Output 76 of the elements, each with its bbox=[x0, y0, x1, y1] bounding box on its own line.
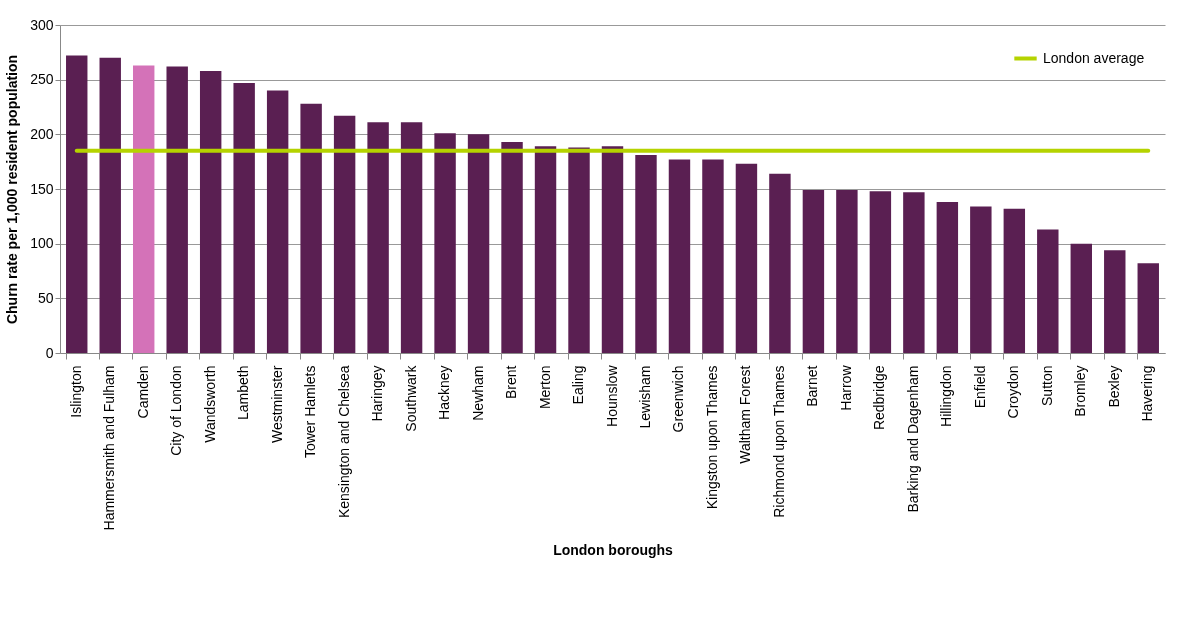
bar bbox=[233, 82, 255, 353]
x-tick-label: Haringey bbox=[369, 365, 386, 422]
x-tick-label: Lambeth bbox=[235, 365, 252, 420]
x-tick-label: Kingston upon Thames bbox=[703, 365, 720, 510]
x-tick-label: Enfield bbox=[971, 365, 988, 409]
x-tick-label: Bexley bbox=[1105, 365, 1122, 408]
y-tick-label: 50 bbox=[37, 289, 54, 306]
bar bbox=[936, 202, 959, 353]
bar bbox=[836, 190, 858, 353]
legend-label: London average bbox=[1043, 49, 1145, 66]
x-tick-label: Richmond upon Thames bbox=[770, 365, 787, 518]
bar bbox=[133, 65, 155, 353]
x-tick-label: Greenwich bbox=[670, 365, 687, 433]
bar bbox=[735, 163, 758, 353]
y-axis-title: Churn rate per 1,000 resident population bbox=[4, 54, 21, 325]
bar bbox=[1003, 208, 1026, 353]
bar bbox=[501, 141, 523, 353]
bar bbox=[400, 122, 423, 353]
x-tick-label: Sutton bbox=[1038, 365, 1055, 406]
bar bbox=[970, 206, 992, 353]
bar bbox=[702, 159, 724, 353]
x-tick-label: Westminster bbox=[268, 365, 285, 444]
bar bbox=[66, 55, 88, 353]
bar bbox=[1037, 229, 1059, 353]
x-tick-label: Wandsworth bbox=[201, 365, 218, 443]
x-tick-label: Camden bbox=[134, 365, 151, 419]
x-tick-label: Tower Hamlets bbox=[302, 365, 319, 459]
x-tick-label: Lewisham bbox=[636, 365, 653, 429]
y-tick-label: 150 bbox=[30, 180, 54, 197]
x-tick-label: Bromley bbox=[1072, 365, 1089, 417]
bar bbox=[903, 192, 925, 353]
bar bbox=[635, 155, 657, 353]
x-tick-label: Merton bbox=[536, 365, 553, 410]
bar bbox=[99, 57, 121, 353]
x-tick-label: Barking and Dagenham bbox=[904, 365, 921, 513]
y-tick-label: 250 bbox=[30, 71, 54, 88]
bar bbox=[601, 146, 624, 353]
bar bbox=[166, 66, 188, 353]
bar bbox=[668, 159, 691, 353]
bar bbox=[769, 173, 791, 353]
bar bbox=[802, 190, 825, 353]
bar bbox=[266, 90, 289, 353]
bar bbox=[367, 122, 389, 353]
x-tick-label: Redbridge bbox=[871, 365, 888, 431]
y-tick-label: 0 bbox=[45, 344, 54, 361]
x-tick-label: Hillingdon bbox=[938, 365, 955, 427]
bar bbox=[869, 191, 892, 353]
bar bbox=[333, 115, 356, 353]
x-tick-label: Barnet bbox=[804, 365, 821, 407]
y-tick-label: 300 bbox=[30, 16, 54, 33]
bar bbox=[1137, 263, 1159, 353]
x-tick-label: Newham bbox=[469, 365, 486, 421]
x-tick-label: Islington bbox=[67, 365, 84, 418]
bar bbox=[300, 103, 322, 353]
x-tick-label: Hammersmith and Fulham bbox=[101, 365, 118, 531]
bar bbox=[434, 133, 456, 353]
x-tick-label: Hackney bbox=[436, 365, 453, 420]
bar bbox=[1070, 243, 1092, 353]
bar bbox=[1104, 250, 1126, 353]
x-tick-label: Kensington and Chelsea bbox=[335, 365, 352, 519]
x-tick-label: City of London bbox=[168, 365, 185, 456]
bar bbox=[467, 134, 490, 353]
bar bbox=[568, 147, 590, 353]
x-tick-label: Hounslow bbox=[603, 364, 620, 427]
y-tick-label: 100 bbox=[30, 235, 54, 252]
x-tick-label: Southwark bbox=[402, 364, 419, 432]
bar bbox=[199, 70, 222, 353]
x-axis-title: London boroughs bbox=[553, 542, 674, 559]
x-tick-label: Waltham Forest bbox=[737, 365, 754, 464]
x-tick-label: Croydon bbox=[1005, 365, 1022, 419]
x-tick-label: Harrow bbox=[837, 364, 854, 411]
bar bbox=[534, 146, 557, 353]
x-tick-label: Brent bbox=[503, 365, 520, 399]
y-tick-label: 200 bbox=[30, 125, 54, 142]
x-tick-label: Havering bbox=[1139, 365, 1156, 422]
x-tick-label: Ealing bbox=[570, 365, 587, 405]
